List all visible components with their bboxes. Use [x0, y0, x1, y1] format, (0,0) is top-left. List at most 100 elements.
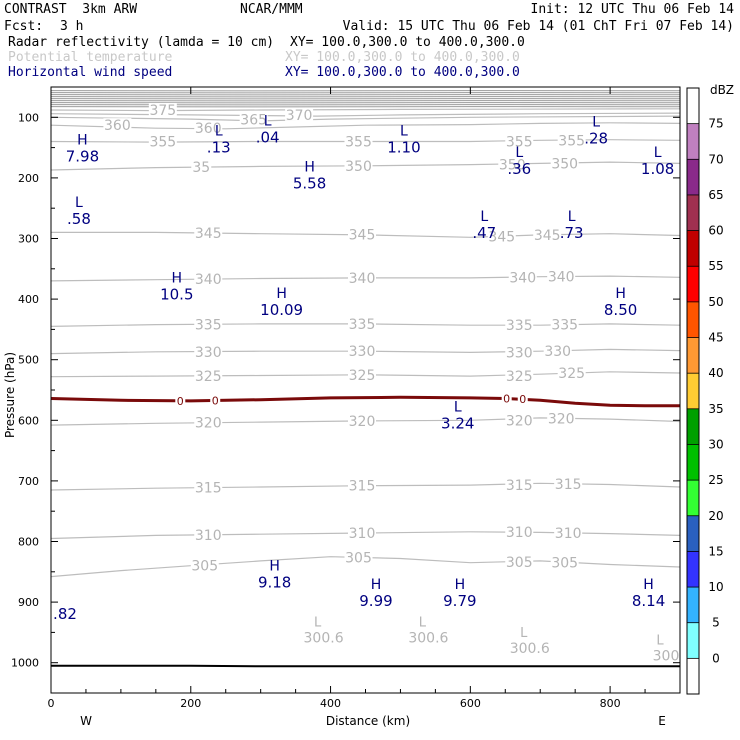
wind-extremum-value: 10.09: [260, 301, 303, 319]
wind-extremum-mark: L: [568, 209, 576, 225]
theta-label-backing: [194, 344, 223, 358]
theta-label: 35: [192, 160, 210, 176]
theta-label: 350: [499, 158, 526, 174]
y-tick-label: 700: [18, 475, 39, 488]
theta-label-backing: [348, 344, 377, 358]
colorbar-swatch: [687, 88, 699, 124]
theta-contour-375: [51, 108, 680, 112]
reflectivity-label-backing: [210, 394, 221, 407]
theta-label-backing: [505, 134, 534, 148]
theta-label: 340: [349, 271, 376, 287]
colorbar-swatch: [687, 551, 699, 588]
colorbar: 0 5 10 15 20 25 30 35 40 45 50 55 60 65 70 75: [686, 87, 724, 695]
theta-label: 305: [191, 559, 218, 575]
field-wind-xy: XY= 100.0,300.0 to 400.0,300.0: [285, 65, 520, 80]
colorbar-swatch: [687, 266, 699, 302]
header-fcst-value: 3 h: [60, 19, 84, 34]
colorbar-level-label: 10: [708, 580, 723, 594]
theta-label-backing: [194, 527, 223, 541]
colorbar-swatch: [687, 515, 699, 552]
colorbar-swatch: [687, 408, 699, 445]
theta-label: 345: [488, 230, 515, 246]
theta-label-backing: [547, 411, 576, 425]
theta-label: 325: [558, 366, 585, 382]
theta-label: 345: [349, 227, 376, 243]
theta-label-backing: [194, 226, 223, 240]
reflectivity-label-backing: [517, 393, 528, 406]
theta-label: 315: [555, 477, 582, 493]
wind-extremum-mark: L: [75, 195, 83, 211]
reflectivity-contour-label: 0: [177, 395, 184, 408]
theta-label-backing: [344, 158, 373, 172]
theta-label-backing: [550, 317, 579, 331]
wind-extremum-mark: L: [400, 124, 408, 140]
theta-label-backing: [505, 524, 534, 538]
theta-label-backing: [348, 478, 377, 492]
theta-label-backing: [550, 555, 579, 569]
theta-label-backing: [543, 344, 572, 358]
theta-label-backing: [557, 366, 586, 380]
theta-contour-360: [51, 122, 680, 130]
theta-label: 350: [551, 156, 578, 172]
theta-label-backing: [285, 107, 314, 121]
wind-extremum-value: 1.10: [387, 139, 420, 157]
theta-label-backing: [348, 367, 377, 381]
wind-extremum-value: .13: [207, 139, 231, 157]
colorbar-swatch: [687, 480, 699, 516]
theta-label-backing: [348, 270, 377, 284]
wind-extremum-value: .36: [507, 160, 531, 178]
header-center: NCAR/MMM: [240, 2, 303, 17]
theta-label-backing: [194, 415, 223, 429]
colorbar-level-label: 55: [708, 259, 723, 273]
wind-extremum-value: 1.08: [641, 160, 674, 178]
theta-label: 370: [286, 108, 313, 124]
theta-label-backing: [533, 227, 562, 241]
header-project: CONTRAST 3km ARW: [4, 2, 138, 17]
y-tick-label: 800: [18, 536, 39, 549]
theta-label: 360: [104, 118, 131, 134]
theta-extremum-mark: L: [656, 634, 664, 649]
theta-label: 310: [349, 526, 376, 542]
wind-extremum-value: 9.18: [258, 574, 291, 592]
theta-label-backing: [498, 157, 527, 171]
theta-label: 315: [506, 478, 533, 494]
colorbar-level-label: 25: [708, 473, 723, 487]
theta-label-backing: [348, 316, 377, 330]
theta-label: 365: [240, 113, 267, 129]
theta-label: 330: [349, 344, 376, 360]
theta-contour-365: [51, 115, 680, 122]
theta-label: 340: [548, 270, 575, 286]
colorbar-level-label: 20: [708, 509, 723, 523]
theta-label-backing: [487, 229, 516, 243]
x-end-left-label: W: [80, 714, 92, 728]
theta-label-backing: [344, 550, 373, 564]
theta-label-backing: [239, 112, 268, 126]
theta-extremum-mark: L: [314, 615, 322, 630]
colorbar-level-label: 5: [712, 616, 720, 630]
colorbar-level-label: 35: [708, 402, 723, 416]
theta-contour-370: [51, 112, 680, 117]
theta-label: 335: [551, 318, 578, 334]
theta-contour-325: [51, 371, 680, 378]
field-theta-xy: XY= 100.0,300.0 to 400.0,300.0: [285, 50, 520, 65]
theta-label: 355: [345, 135, 372, 151]
theta-label-backing: [348, 227, 377, 241]
theta-contour-335: [51, 323, 680, 327]
theta-contour-340: [51, 275, 680, 282]
reflectivity-contour-label: 0: [519, 393, 526, 406]
wind-extremum-mark: H: [304, 159, 315, 175]
wind-extremum-mark: L: [264, 113, 272, 129]
theta-label: 345: [534, 228, 561, 244]
theta-label: 335: [349, 317, 376, 333]
theta-label: 320: [195, 416, 222, 432]
theta-extremum-value: 300.6: [408, 630, 448, 646]
field-wind-name: Horizontal wind speed: [8, 65, 173, 80]
theta-label: 355: [506, 135, 533, 151]
colorbar-frame: [686, 87, 700, 695]
theta-label-backing: [194, 317, 223, 331]
theta-label-backing: [505, 413, 534, 427]
wind-extremum-mark: H: [269, 559, 280, 575]
theta-label-backing: [194, 121, 223, 135]
colorbar-swatch: [687, 587, 699, 623]
colorbar-swatch: [687, 123, 699, 160]
